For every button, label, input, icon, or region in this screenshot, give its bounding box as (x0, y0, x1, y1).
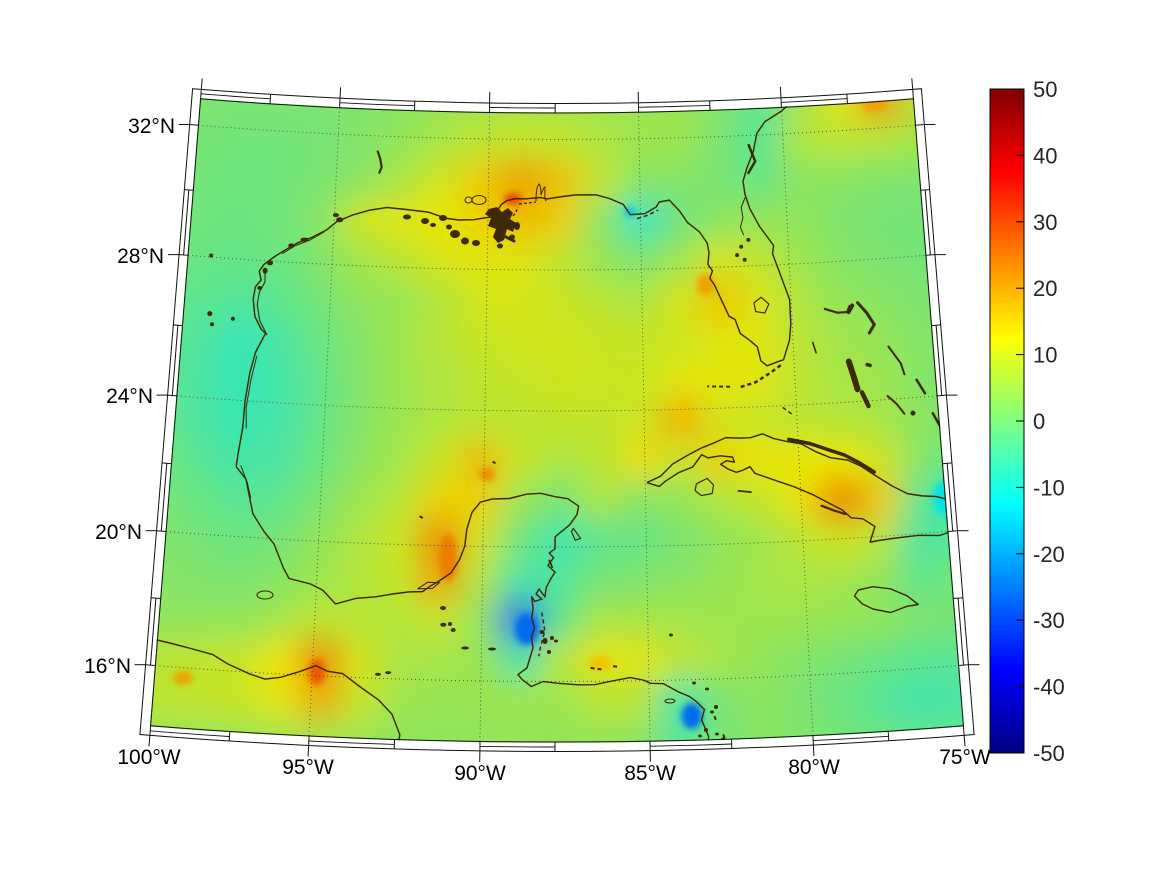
svg-text:90°W: 90°W (454, 762, 506, 785)
svg-text:50: 50 (1033, 77, 1057, 102)
svg-text:75°W: 75°W (939, 746, 991, 769)
svg-text:16°N: 16°N (84, 655, 131, 678)
svg-text:10: 10 (1033, 343, 1057, 368)
svg-text:-20: -20 (1033, 542, 1065, 567)
svg-text:95°W: 95°W (282, 756, 334, 779)
svg-text:-50: -50 (1033, 741, 1065, 766)
svg-text:80°W: 80°W (788, 756, 840, 779)
svg-text:0: 0 (1033, 409, 1045, 434)
svg-text:24°N: 24°N (106, 385, 153, 408)
svg-text:100°W: 100°W (117, 746, 180, 769)
svg-text:20: 20 (1033, 276, 1057, 301)
svg-text:-40: -40 (1033, 675, 1065, 700)
svg-text:85°W: 85°W (624, 762, 676, 785)
svg-text:28°N: 28°N (117, 245, 164, 268)
svg-text:40: 40 (1033, 143, 1057, 168)
svg-text:-30: -30 (1033, 608, 1065, 633)
svg-text:30: 30 (1033, 210, 1057, 235)
svg-text:-10: -10 (1033, 475, 1065, 500)
svg-text:20°N: 20°N (95, 521, 142, 544)
svg-text:32°N: 32°N (128, 115, 175, 138)
